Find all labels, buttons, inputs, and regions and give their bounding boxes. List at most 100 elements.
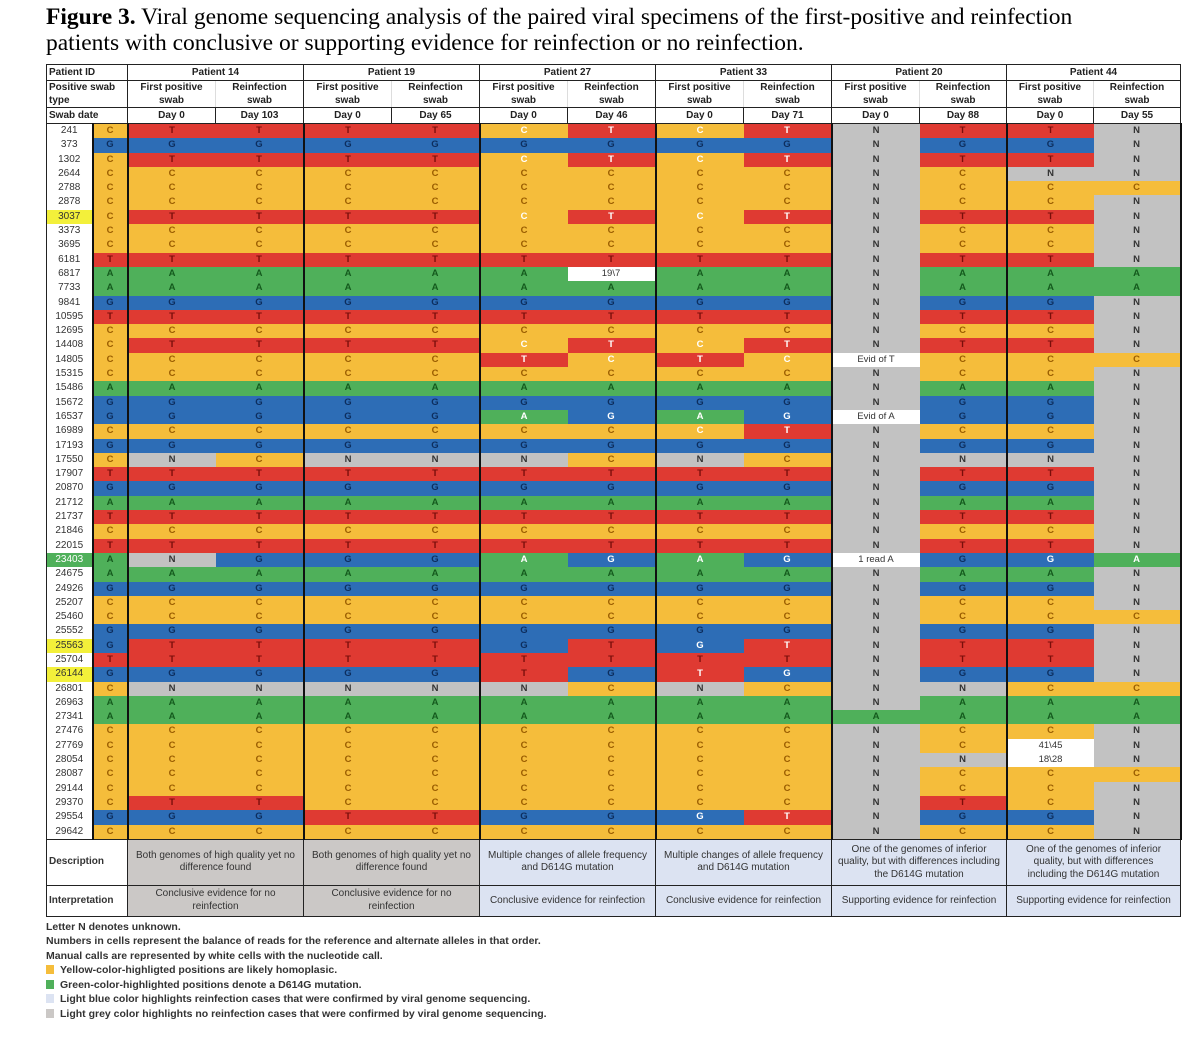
nucleotide-call: G: [302, 295, 392, 310]
nucleotide-call: T: [126, 510, 216, 525]
reference-nucleotide: C: [91, 524, 128, 539]
nucleotide-call: C: [478, 524, 568, 539]
nucleotide-call: N: [1093, 381, 1182, 396]
nucleotide-call: T: [743, 338, 832, 353]
nucleotide-call: N: [1093, 409, 1182, 425]
table-row: 28054 C C C C C C C C C N N 18\28 N: [46, 753, 1182, 768]
figure-label: Figure 3.: [46, 4, 136, 30]
nucleotide-call: C: [743, 681, 832, 696]
nucleotide-call: G: [567, 295, 656, 310]
nucleotide-call: C: [919, 424, 1007, 439]
nucleotide-call: N: [1093, 224, 1182, 239]
table-row: 24926 G G G G G G G G G N G G N: [46, 581, 1182, 596]
caption-text-line2: patients with conclusive or supporting e…: [46, 30, 804, 56]
nucleotide-call: G: [126, 295, 216, 310]
nucleotide-call: C: [215, 424, 304, 439]
reference-nucleotide: A: [91, 495, 128, 511]
table-row: 25704 T T T T T T T T T N T T N: [46, 652, 1182, 668]
nucleotide-call: C: [1005, 424, 1094, 439]
nucleotide-call: T: [126, 123, 216, 139]
nucleotide-call: C: [654, 824, 744, 840]
nucleotide-call: C: [215, 238, 304, 253]
nucleotide-call: C: [567, 524, 656, 539]
nucleotide-call: C: [126, 610, 216, 625]
nucleotide-call: C: [1005, 181, 1094, 196]
nucleotide-call: G: [919, 438, 1007, 453]
nucleotide-call: C: [478, 195, 568, 210]
nucleotide-call: C: [743, 753, 832, 768]
table-row: 6817 A A A A A A 19\7 A A N A A A: [46, 266, 1182, 282]
nucleotide-call: T: [391, 638, 480, 653]
table-row: 29370 C T T C C C C C C N T C N: [46, 795, 1182, 811]
interpretation-cell: Conclusive evidence for reinfection: [655, 884, 832, 917]
table-row: 16989 C C C C C C C C T N C C N: [46, 424, 1182, 439]
reference-nucleotide: C: [91, 767, 128, 782]
nucleotide-call: G: [1005, 552, 1094, 568]
reference-nucleotide: C: [91, 166, 128, 182]
genome-position: 29642: [46, 824, 93, 840]
caption-text: Viral genome sequencing analysis of the …: [135, 4, 1073, 30]
nucleotide-call: T: [654, 652, 744, 668]
nucleotide-call: G: [919, 552, 1007, 568]
nucleotide-call: C: [919, 824, 1007, 840]
nucleotide-call: A: [1005, 495, 1094, 511]
nucleotide-call: T: [654, 352, 744, 368]
nucleotide-call: A: [302, 567, 392, 582]
nucleotide-call: C: [654, 123, 744, 139]
nucleotide-call: C: [567, 181, 656, 196]
nucleotide-call: C: [919, 595, 1007, 611]
nucleotide-call: C: [919, 724, 1007, 739]
nucleotide-call: T: [919, 123, 1007, 139]
nucleotide-call: A: [1005, 381, 1094, 396]
patient-id-label: Patient ID: [46, 64, 128, 81]
nucleotide-call: C: [1005, 610, 1094, 625]
nucleotide-call: C: [567, 352, 656, 368]
table-row: 2878 C C C C C C C C C N C C N: [46, 195, 1182, 210]
patient-name: Patient 33: [655, 64, 832, 81]
reference-nucleotide: T: [91, 252, 128, 267]
nucleotide-call: 18\28: [1005, 753, 1094, 768]
nucleotide-call: G: [919, 481, 1007, 496]
table-row: 10595 T T T T T T T T T N T T N: [46, 309, 1182, 325]
swab-day: Day 46: [567, 107, 656, 124]
nucleotide-call: C: [478, 238, 568, 253]
nucleotide-call: T: [1005, 152, 1094, 167]
nucleotide-call: T: [302, 123, 392, 139]
nucleotide-call: T: [215, 538, 304, 553]
nucleotide-call: C: [478, 367, 568, 382]
genome-position: 15486: [46, 381, 93, 396]
genome-position: 12695: [46, 324, 93, 339]
nucleotide-call: C: [478, 795, 568, 811]
nucleotide-call: C: [391, 181, 480, 196]
nucleotide-call: T: [126, 309, 216, 325]
nucleotide-call: C: [126, 767, 216, 782]
genome-position: 3373: [46, 224, 93, 239]
table-row: 22015 T T T T T T T T T N T T N: [46, 538, 1182, 553]
nucleotide-call: G: [478, 295, 568, 310]
nucleotide-call: A: [743, 567, 832, 582]
nucleotide-call: G: [567, 581, 656, 596]
nucleotide-call: T: [567, 209, 656, 225]
nucleotide-call: C: [302, 367, 392, 382]
nucleotide-call: C: [215, 166, 304, 182]
nucleotide-call: C: [654, 524, 744, 539]
nucleotide-call: T: [126, 209, 216, 225]
nucleotide-call: A: [654, 381, 744, 396]
nucleotide-call: A: [126, 710, 216, 725]
nucleotide-call: N: [830, 324, 920, 339]
sequencing-table: Patient ID Patient 14 Patient 19 Patient 27…: [46, 64, 1182, 917]
legend-grey: Light grey color highlights no reinfecti…: [46, 1007, 1180, 1022]
nucleotide-call: G: [478, 481, 568, 496]
nucleotide-call: N: [830, 381, 920, 396]
nucleotide-call: N: [830, 367, 920, 382]
nucleotide-call: C: [743, 195, 832, 210]
nucleotide-call: A: [919, 281, 1007, 296]
genome-position: 28087: [46, 767, 93, 782]
nucleotide-call: N: [1093, 781, 1182, 796]
nucleotide-call: N: [1093, 438, 1182, 453]
nucleotide-call: G: [567, 438, 656, 453]
reference-nucleotide: G: [91, 295, 128, 310]
nucleotide-call: C: [126, 238, 216, 253]
nucleotide-call: N: [1093, 338, 1182, 353]
legend-green-text: Green-color-highlighted positions denote…: [60, 978, 362, 991]
